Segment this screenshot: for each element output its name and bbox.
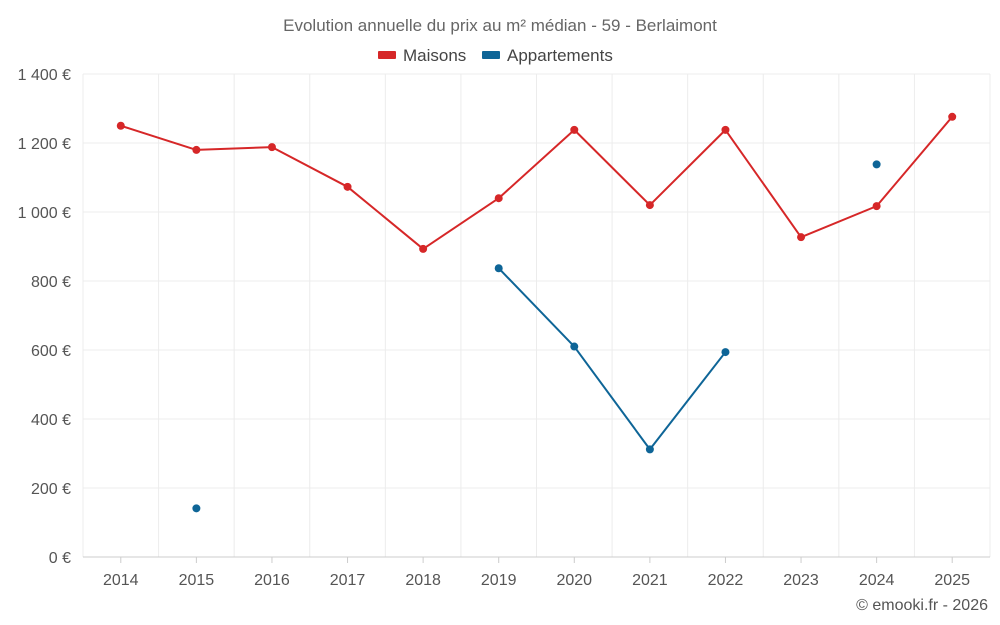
data-point-appartements[interactable] xyxy=(494,264,503,273)
x-tick-label: 2022 xyxy=(708,572,744,589)
y-tick-label: 1 400 € xyxy=(18,67,71,84)
series-line-appartements xyxy=(497,267,727,451)
legend-label-appartements[interactable]: Appartements xyxy=(507,46,613,65)
y-tick-label: 1 000 € xyxy=(18,205,71,222)
data-point-maisons[interactable] xyxy=(192,145,201,154)
data-point-appartements[interactable] xyxy=(721,348,730,357)
y-tick-label: 400 € xyxy=(31,412,71,429)
data-point-maisons[interactable] xyxy=(116,121,125,130)
x-tick-label: 2021 xyxy=(632,572,668,589)
data-point-maisons[interactable] xyxy=(267,143,276,152)
x-tick-label: 2019 xyxy=(481,572,517,589)
x-tick-label: 2017 xyxy=(330,572,366,589)
series-maisons xyxy=(116,112,957,253)
grid xyxy=(82,73,991,557)
y-tick-label: 200 € xyxy=(31,481,71,498)
y-tick-label: 1 200 € xyxy=(18,136,71,153)
x-tick-label: 2015 xyxy=(179,572,215,589)
y-tick-label: 800 € xyxy=(31,274,71,291)
x-tick-label: 2016 xyxy=(254,572,290,589)
data-point-maisons[interactable] xyxy=(343,182,352,191)
data-point-maisons[interactable] xyxy=(948,112,957,121)
credit-text: © emooki.fr - 2026 xyxy=(856,597,988,614)
data-point-maisons[interactable] xyxy=(872,202,881,211)
data-point-maisons[interactable] xyxy=(721,125,730,134)
x-tick-label: 2024 xyxy=(859,572,895,589)
data-point-appartements[interactable] xyxy=(570,342,579,351)
x-tick-label: 2020 xyxy=(556,572,592,589)
data-point-appartements[interactable] xyxy=(872,160,881,169)
data-point-maisons[interactable] xyxy=(494,194,503,203)
data-point-maisons[interactable] xyxy=(797,233,806,242)
series-line-maisons xyxy=(120,116,953,250)
x-tick-label: 2018 xyxy=(405,572,441,589)
x-tick-label: 2025 xyxy=(934,572,970,589)
legend-label-maisons[interactable]: Maisons xyxy=(403,46,466,65)
data-point-appartements[interactable] xyxy=(645,445,654,454)
data-point-maisons[interactable] xyxy=(570,125,579,134)
data-point-appartements[interactable] xyxy=(192,504,201,513)
legend: Maisons Appartements xyxy=(378,46,613,65)
y-tick-label: 0 € xyxy=(49,550,71,567)
data-point-maisons[interactable] xyxy=(645,201,654,210)
chart-title: Evolution annuelle du prix au m² médian … xyxy=(283,16,717,35)
x-tick-label: 2014 xyxy=(103,572,139,589)
series-appartements xyxy=(192,160,881,513)
x-tick-label: 2023 xyxy=(783,572,819,589)
data-point-maisons[interactable] xyxy=(419,244,428,253)
series xyxy=(116,112,957,513)
legend-swatch-maisons xyxy=(378,51,396,59)
legend-swatch-appartements xyxy=(482,51,500,59)
y-tick-label: 600 € xyxy=(31,343,71,360)
axes: 0 € 200 € 400 € 600 € 800 € 1 000 € 1 200 € 1 4… xyxy=(18,67,990,589)
